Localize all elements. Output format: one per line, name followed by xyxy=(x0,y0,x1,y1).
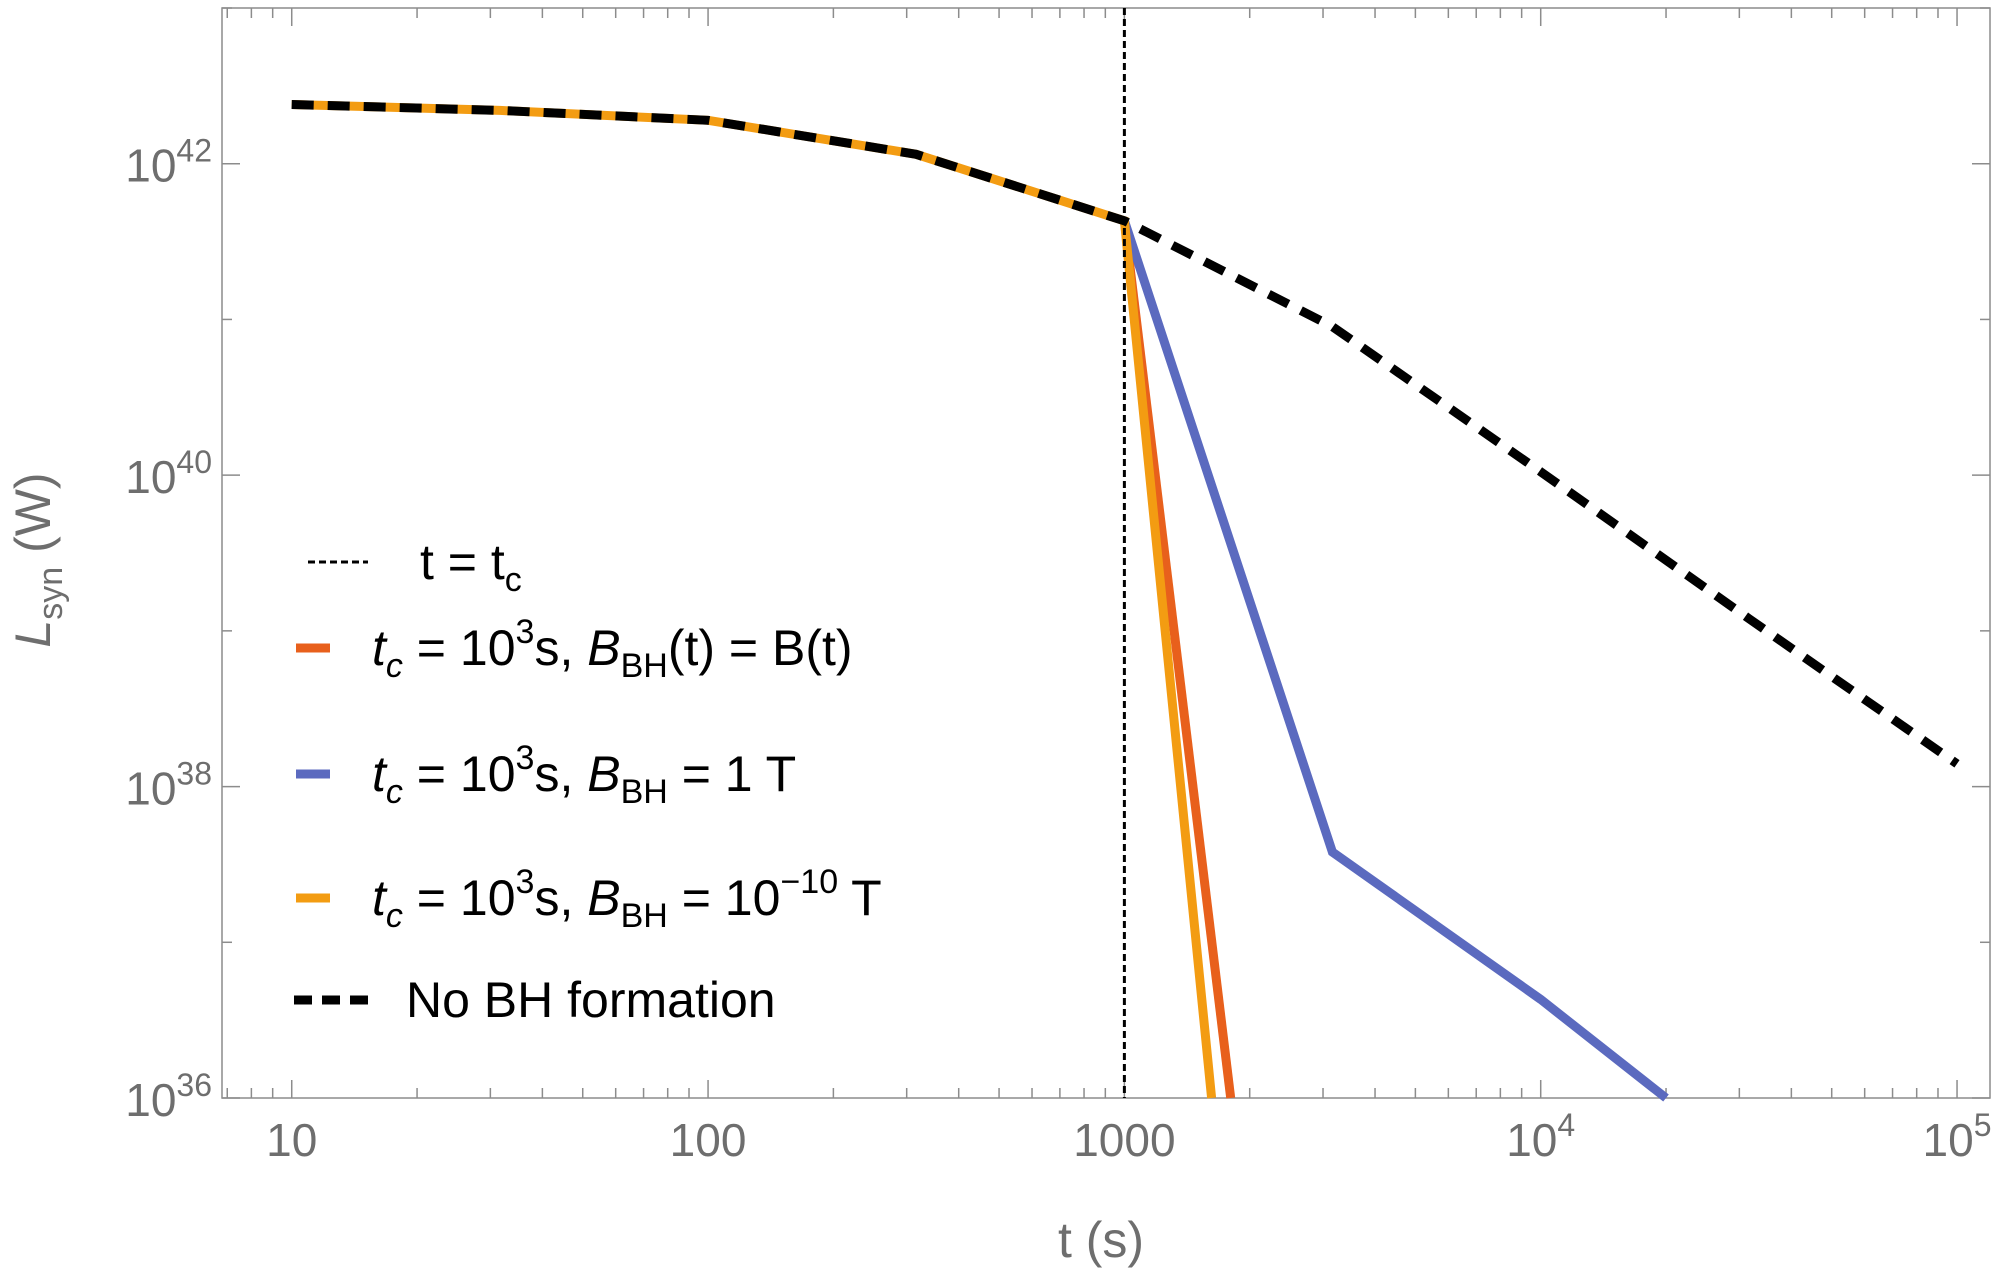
y-tick-label: 1042 xyxy=(125,133,212,192)
series-line-2 xyxy=(1120,219,1669,1102)
y-tick-label: 1038 xyxy=(125,756,212,815)
x-tick-label: 105 xyxy=(1923,1107,1992,1166)
x-tick-label: 104 xyxy=(1506,1107,1575,1166)
legend-label-1: tc = 103s, BBH(t) = B(t) xyxy=(372,613,853,685)
x-tick-label: 100 xyxy=(670,1114,747,1166)
legend-label-3: tc = 103s, BBH = 10−10 T xyxy=(372,863,882,935)
series-line-3 xyxy=(291,100,1217,1099)
x-axis-label: t (s) xyxy=(1058,1212,1144,1268)
x-tick-label: 1000 xyxy=(1073,1114,1175,1166)
x-tick-label: 10 xyxy=(266,1114,317,1166)
legend-label-2: tc = 103s, BBH = 1 T xyxy=(372,739,796,811)
y-tick-label: 1036 xyxy=(125,1067,212,1126)
y-axis-label: Lsyn (W) xyxy=(5,472,70,647)
legend-label-4: No BH formation xyxy=(406,972,776,1028)
y-tick-label: 1040 xyxy=(125,444,212,503)
legend-label-0: t = tc xyxy=(420,534,522,599)
